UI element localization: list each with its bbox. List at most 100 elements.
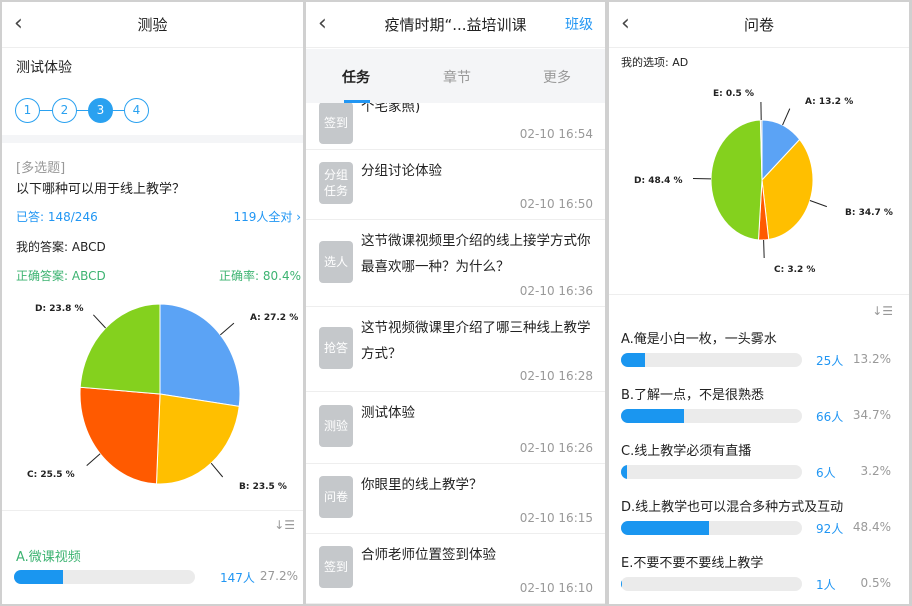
task-item[interactable]: 抢答 这节视频微课里介绍了哪三种线上教学方式？ 02-10 16:28 <box>306 307 605 392</box>
leader-line <box>782 108 791 126</box>
tab-chapters[interactable]: 章节 <box>443 70 471 86</box>
task-type-label: 问卷 <box>323 490 348 504</box>
correct-answer: 正确答案: ABCD <box>16 269 106 283</box>
task-item[interactable]: 问卷 你眼里的线上教学？ 02-10 16:15 <box>306 464 605 534</box>
all-correct-link[interactable]: 119人全对 › <box>233 210 301 224</box>
header: ‹ 疫情时期“...益培训课 班级 <box>306 2 605 48</box>
option-a-pct: 27.2% <box>259 569 298 583</box>
pie-label-a: A: 13.2 % <box>805 97 854 107</box>
option-label: D.线上教学也可以混合多种方式及互动 <box>621 500 844 515</box>
option-fill <box>621 465 627 479</box>
task-item[interactable]: 分组任务 分组讨论体验 02-10 16:50 <box>306 150 605 220</box>
survey-panel: ‹ 问卷 我的选项: AD E: 0.5 % A: 13.2 % D: 48.4… <box>609 2 909 604</box>
option-bar <box>621 353 802 367</box>
option-pct: 13.2% <box>852 352 891 366</box>
quiz-subtitle: 测试体验 <box>16 60 72 76</box>
task-time: 02-10 16:28 <box>519 369 593 383</box>
task-time: 02-10 16:50 <box>519 197 593 211</box>
task-time: 02-10 16:54 <box>519 127 593 141</box>
task-type-label: 抢答 <box>323 340 348 355</box>
question-type: [多选题] <box>16 161 66 176</box>
back-icon[interactable]: ‹ <box>621 11 630 36</box>
pie-label-d: D: 48.4 % <box>634 176 683 186</box>
option-label: E.不要不要不要线上教学 <box>621 556 764 571</box>
option-a-bar <box>14 570 195 584</box>
pie-label-e: E: 0.5 % <box>713 89 754 99</box>
option-count: 6人 <box>816 466 836 480</box>
option-label: C.线上教学必须有直播 <box>621 444 752 459</box>
option-pct: 34.7% <box>852 408 891 422</box>
leader-line <box>763 239 765 258</box>
option-count: 1人 <box>816 578 836 592</box>
task-item[interactable]: 签到 个宅家照) 02-10 16:54 <box>306 94 605 150</box>
sort-icon[interactable]: ↓☰ <box>872 304 893 318</box>
back-icon[interactable]: ‹ <box>318 11 327 36</box>
option-count: 66人 <box>816 410 844 424</box>
pie-slice <box>155 393 240 485</box>
leader-line <box>86 453 101 467</box>
pie-label-d: D: 23.8 % <box>35 304 84 314</box>
header: ‹ 问卷 <box>609 2 909 48</box>
page-title: 问卷 <box>743 16 774 34</box>
task-type-icon: 选人 <box>319 240 353 283</box>
pie-slice <box>79 303 161 395</box>
step-3[interactable]: 3 <box>88 98 113 123</box>
task-item[interactable]: 选人 这节微课视频里介绍的线上接学方式你最喜欢哪一种？为什么？ 02-10 16… <box>306 220 605 307</box>
leader-line <box>809 200 828 208</box>
option-label: B.了解一点，不是很熟悉 <box>621 388 765 403</box>
pie-slice <box>710 119 763 241</box>
task-type-icon: 测验 <box>319 405 353 447</box>
task-item[interactable]: 签到 合师老师位置签到体验 02-10 16:10 <box>306 534 605 604</box>
task-type-label: 签到 <box>323 116 348 130</box>
leader-line <box>220 322 235 336</box>
divider <box>2 510 303 511</box>
option-bar <box>621 409 802 423</box>
page-title: 疫情时期“...益培训课 <box>384 16 527 34</box>
task-type-icon: 签到 <box>319 102 353 144</box>
class-button[interactable]: 班级 <box>565 17 593 33</box>
task-title: 分组讨论体验 <box>361 163 442 179</box>
task-type-label: 选人 <box>323 254 348 269</box>
step-1[interactable]: 1 <box>15 98 40 123</box>
course-panel: ‹ 疫情时期“...益培训课 班级 签到 个宅家照) 02-10 16:54 分组… <box>306 2 605 604</box>
active-tab-indicator <box>344 100 370 103</box>
task-time: 02-10 16:36 <box>519 284 593 298</box>
task-time: 02-10 16:15 <box>519 511 593 525</box>
option-fill <box>621 577 622 591</box>
task-type-icon: 签到 <box>319 546 353 588</box>
pie-label-c: C: 25.5 % <box>27 470 75 480</box>
task-item[interactable]: 测验 测试体验 02-10 16:26 <box>306 392 605 464</box>
step-2[interactable]: 2 <box>52 98 77 123</box>
back-icon[interactable]: ‹ <box>14 11 23 36</box>
pie-slice <box>79 386 161 485</box>
option-count: 25人 <box>816 354 844 368</box>
task-type-label: 签到 <box>323 560 348 574</box>
my-choice: 我的选项: AD <box>621 56 689 69</box>
tab-tasks[interactable]: 任务 <box>342 70 370 86</box>
tab-more[interactable]: 更多 <box>543 70 571 86</box>
option-pct: 0.5% <box>860 576 892 590</box>
option-bar <box>621 465 802 479</box>
option-pct: 48.4% <box>852 520 891 534</box>
task-title: 个宅家照) <box>361 99 421 115</box>
header: ‹ 测验 <box>2 2 303 48</box>
option-bar <box>621 521 802 535</box>
sort-icon[interactable]: ↓☰ <box>274 518 295 532</box>
option-fill <box>621 521 709 535</box>
task-type-icon: 分组任务 <box>319 162 353 204</box>
option-count: 92人 <box>816 522 844 536</box>
step-4[interactable]: 4 <box>124 98 149 123</box>
pie-label-c: C: 3.2 % <box>774 265 816 275</box>
task-type-icon: 抢答 <box>319 326 353 369</box>
task-title: 合师老师位置签到体验 <box>361 547 496 563</box>
task-title: 测试体验 <box>361 405 415 421</box>
task-type-label: 测验 <box>323 419 348 433</box>
pie-label-b: B: 23.5 % <box>239 482 287 492</box>
task-time: 02-10 16:26 <box>519 441 593 455</box>
page-title: 测验 <box>137 16 168 34</box>
task-type-label: 分组任务 <box>323 168 348 198</box>
divider <box>2 135 303 143</box>
option-label: A.俺是小白一枚，一头雾水 <box>621 332 777 347</box>
pie-label-b: B: 34.7 % <box>845 208 893 218</box>
pie-slice <box>761 138 814 241</box>
